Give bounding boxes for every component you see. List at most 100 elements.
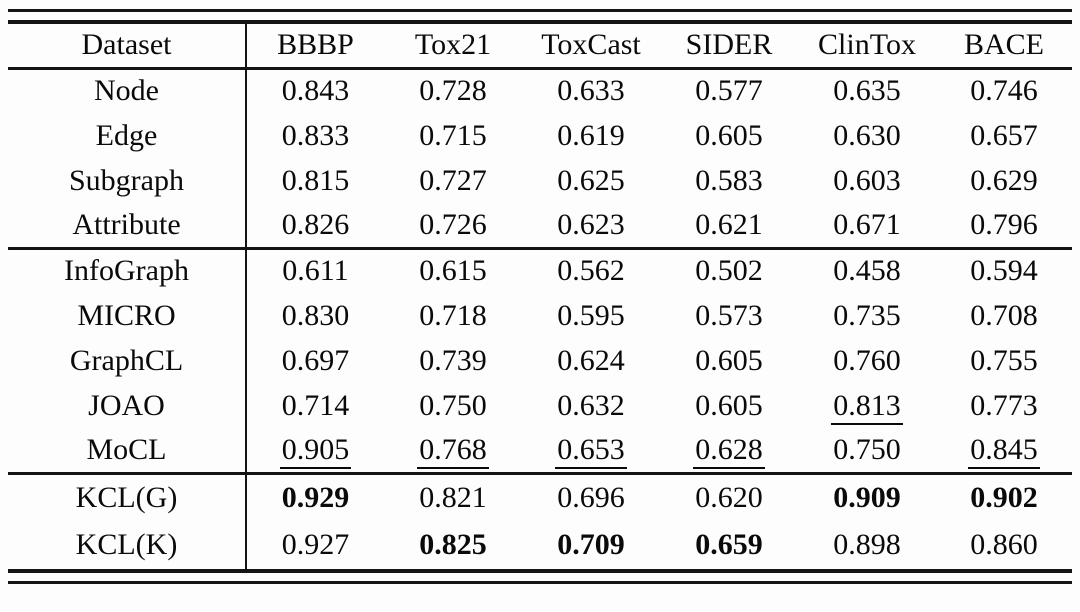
table-row: Node 0.843 0.728 0.633 0.577 0.635 0.746 [8, 68, 1072, 113]
value-cell: 0.755 [936, 338, 1072, 383]
value-text: 0.625 [557, 163, 625, 197]
value-text: 0.620 [695, 480, 763, 514]
top-rule-thin [8, 9, 1072, 12]
value-text: 0.750 [833, 432, 901, 466]
value-cell: 0.653 [522, 428, 660, 473]
column-header-dataset: Dataset [8, 24, 247, 68]
value-cell: 0.746 [936, 68, 1072, 113]
value-cell: 0.750 [384, 383, 522, 428]
value-text: 0.830 [281, 298, 350, 332]
value-cell: 0.714 [246, 383, 384, 428]
value-text: 0.573 [695, 298, 763, 332]
value-cell: 0.623 [522, 203, 660, 248]
method-cell: KCL(G) [8, 473, 247, 521]
value-cell: 0.659 [660, 521, 798, 569]
results-table: Dataset BBBP Tox21 ToxCast SIDER ClinTox… [8, 24, 1072, 569]
value-cell: 0.773 [936, 383, 1072, 428]
value-text: 0.697 [281, 343, 350, 377]
value-text: 0.718 [419, 298, 487, 332]
value-text: 0.458 [833, 254, 901, 288]
value-text: 0.603 [833, 163, 901, 197]
value-text: 0.659 [695, 528, 763, 561]
value-text: 0.750 [419, 388, 487, 422]
value-cell: 0.728 [384, 68, 522, 113]
table-row: KCL(G) 0.929 0.821 0.696 0.620 0.909 0.902 [8, 473, 1072, 521]
value-text: 0.860 [970, 528, 1038, 561]
table-row: InfoGraph 0.611 0.615 0.562 0.502 0.458 0.594 [8, 248, 1072, 293]
method-cell: Node [8, 68, 247, 113]
value-cell: 0.605 [660, 113, 798, 158]
value-cell: 0.905 [246, 428, 384, 473]
value-cell: 0.813 [798, 383, 936, 428]
value-text: 0.833 [281, 118, 350, 152]
value-cell: 0.583 [660, 158, 798, 203]
value-cell: 0.815 [246, 158, 384, 203]
value-cell: 0.635 [798, 68, 936, 113]
value-cell: 0.709 [522, 521, 660, 569]
value-cell: 0.843 [246, 68, 384, 113]
value-text: 0.594 [970, 254, 1038, 288]
value-text: 0.825 [419, 528, 487, 561]
value-text: 0.927 [281, 528, 350, 561]
value-text: 0.726 [419, 207, 487, 241]
value-cell: 0.726 [384, 203, 522, 248]
value-cell: 0.630 [798, 113, 936, 158]
value-text: 0.635 [833, 74, 901, 108]
value-cell: 0.833 [246, 113, 384, 158]
value-text: 0.902 [970, 480, 1038, 514]
value-text: 0.909 [833, 480, 901, 514]
value-cell: 0.715 [384, 113, 522, 158]
method-cell: Attribute [8, 203, 247, 248]
value-text: 0.709 [557, 528, 625, 561]
value-cell: 0.502 [660, 248, 798, 293]
value-cell: 0.629 [936, 158, 1072, 203]
value-text: 0.611 [282, 254, 349, 288]
table-row: JOAO 0.714 0.750 0.632 0.605 0.813 0.773 [8, 383, 1072, 428]
column-header-clintox: ClinTox [818, 28, 916, 62]
value-cell: 0.760 [798, 338, 936, 383]
table-row: Edge 0.833 0.715 0.619 0.605 0.630 0.657 [8, 113, 1072, 158]
value-text: 0.826 [281, 207, 350, 241]
value-text: 0.760 [833, 343, 901, 377]
value-cell: 0.562 [522, 248, 660, 293]
value-text: 0.653 [555, 432, 627, 469]
method-cell: MoCL [8, 428, 247, 473]
value-text: 0.843 [281, 74, 350, 108]
value-cell: 0.860 [936, 521, 1072, 569]
value-cell: 0.624 [522, 338, 660, 383]
column-header-sider: SIDER [685, 28, 773, 62]
value-cell: 0.458 [798, 248, 936, 293]
table-header-row: Dataset BBBP Tox21 ToxCast SIDER ClinTox… [8, 24, 1072, 68]
table-row: Attribute 0.826 0.726 0.623 0.621 0.671 0.796 [8, 203, 1072, 248]
value-cell: 0.633 [522, 68, 660, 113]
value-text: 0.735 [833, 298, 901, 332]
column-header-bace: BACE [963, 28, 1044, 62]
method-cell: Edge [8, 113, 247, 158]
value-cell: 0.796 [936, 203, 1072, 248]
value-text: 0.628 [693, 432, 765, 469]
value-cell: 0.605 [660, 338, 798, 383]
value-text: 0.821 [419, 480, 487, 514]
value-text: 0.621 [695, 207, 763, 241]
value-text: 0.755 [970, 343, 1038, 377]
value-cell: 0.708 [936, 293, 1072, 338]
value-cell: 0.898 [798, 521, 936, 569]
value-text: 0.605 [695, 118, 763, 152]
value-text: 0.577 [695, 74, 763, 108]
value-cell: 0.621 [660, 203, 798, 248]
value-cell: 0.628 [660, 428, 798, 473]
value-text: 0.905 [279, 432, 352, 469]
value-cell: 0.657 [936, 113, 1072, 158]
method-cell: Subgraph [8, 158, 247, 203]
value-cell: 0.696 [522, 473, 660, 521]
value-cell: 0.768 [384, 428, 522, 473]
value-text: 0.696 [557, 480, 625, 514]
value-text: 0.632 [557, 388, 625, 422]
value-cell: 0.902 [936, 473, 1072, 521]
value-cell: 0.671 [798, 203, 936, 248]
value-cell: 0.750 [798, 428, 936, 473]
value-cell: 0.821 [384, 473, 522, 521]
table-row: KCL(K) 0.927 0.825 0.709 0.659 0.898 0.860 [8, 521, 1072, 569]
value-text: 0.562 [557, 254, 625, 288]
